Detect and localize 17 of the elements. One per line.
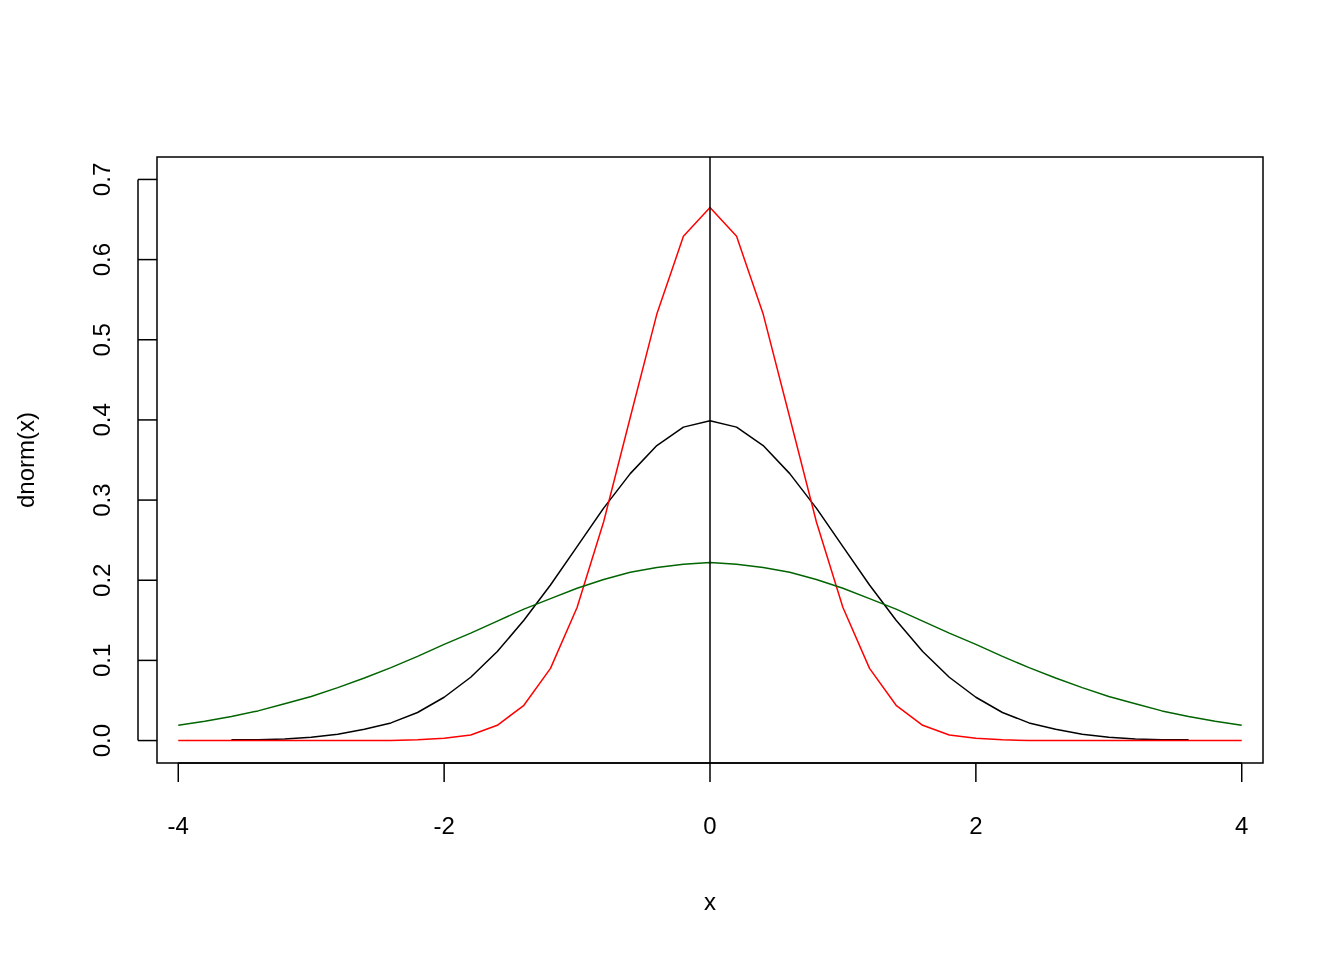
x-axis-title: x: [704, 888, 716, 915]
y-tick-label: 0.1: [88, 643, 115, 678]
y-tick-label: 0.4: [88, 403, 115, 437]
y-tick-label: 0.7: [88, 162, 115, 197]
y-tick-label: 0.0: [88, 723, 115, 758]
x-tick-label: -2: [433, 812, 455, 839]
y-tick-label: 0.6: [88, 242, 115, 277]
line-series: [177, 206, 1243, 742]
y-tick-label: 0.3: [88, 483, 115, 517]
x-tick-label: -4: [167, 812, 189, 839]
y-axis-title: dnorm(x): [12, 411, 39, 509]
line-series: [177, 561, 1243, 727]
y-tick-label: 0.5: [88, 323, 115, 357]
x-tick-label: 2: [969, 812, 983, 839]
x-tick-label: 4: [1235, 812, 1249, 839]
y-tick-label: 0.2: [88, 563, 115, 597]
x-tick-label: 0: [703, 812, 717, 839]
